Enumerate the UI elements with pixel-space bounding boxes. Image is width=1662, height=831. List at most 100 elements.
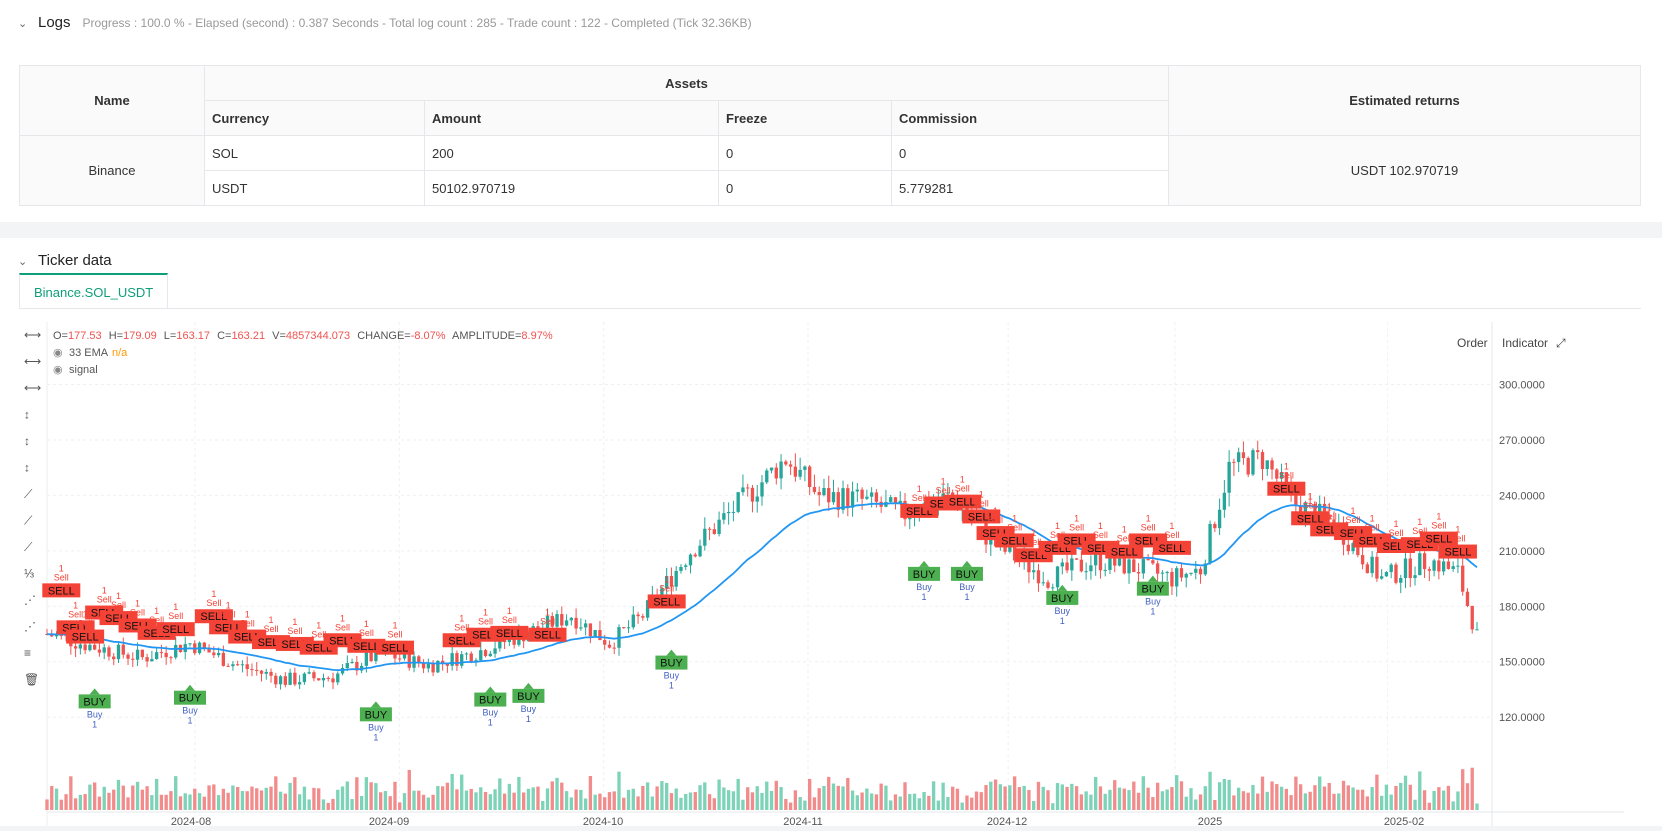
drawing-tool-icon[interactable]: ⟋ — [24, 487, 33, 501]
candle-body — [822, 487, 826, 496]
sell-marker — [347, 638, 386, 653]
logs-header[interactable]: ⌄ Logs Progress : 100.0 % - Elapsed (sec… — [18, 14, 752, 31]
sell-small-label: Sell — [1303, 500, 1318, 510]
candle-body — [216, 652, 221, 656]
cell: 0 — [891, 135, 1169, 171]
volume-bar — [121, 785, 125, 810]
volume-bar — [617, 771, 621, 810]
collapse-caret-icon[interactable]: ⌄ — [18, 256, 28, 268]
indicator-button[interactable]: Indicator — [1496, 332, 1555, 354]
candle-body — [417, 656, 421, 664]
candle-body — [836, 492, 840, 510]
volume-bar — [97, 796, 102, 810]
volume-bar — [116, 779, 121, 810]
drawing-tool-icon[interactable]: ⋰ — [24, 620, 36, 634]
time-tick-label: 2025-02 — [1384, 816, 1424, 826]
ticker-header[interactable]: ⌄ Ticker data — [18, 252, 112, 269]
buy-qty-label: 1 — [526, 714, 531, 724]
candle-body — [703, 528, 707, 546]
volume-bar — [59, 799, 63, 810]
cell: 0 — [718, 135, 892, 171]
collapse-caret-icon[interactable]: ⌄ — [18, 18, 28, 30]
drawing-tool-icon[interactable]: ⅓ — [24, 567, 34, 581]
fullscreen-icon[interactable]: ⤢ — [1550, 332, 1572, 354]
volume-bar — [898, 796, 902, 810]
volume-bar — [421, 794, 426, 810]
volume-bar — [626, 789, 631, 810]
sell-qty-label: 1 — [545, 608, 550, 618]
volume-bar — [259, 790, 264, 810]
candle-body — [641, 616, 645, 618]
drawing-tool-icon[interactable]: ⋰ — [24, 593, 36, 607]
candle-body — [1265, 460, 1269, 470]
chart-area[interactable]: ⟷ ⟷ ⟷ ↕ ↕ ↕ ⟋ ⟋ ⟋ ⅓ ⋰ ⋰ ≡ 🗑 1 Sell SELL 1 Sell SELL 1 Sell SE… — [19, 322, 1624, 828]
sell-small-label: Sell — [1117, 534, 1132, 544]
eye-icon[interactable]: ◉ — [53, 364, 63, 376]
candle-body — [660, 588, 664, 600]
buy-small-label: Buy — [959, 582, 975, 592]
volume-bar — [502, 793, 507, 810]
buy-marker — [174, 690, 206, 705]
sell-marker-label: SELL — [1158, 543, 1185, 555]
volume-bar — [264, 787, 268, 810]
candle-body — [83, 644, 87, 651]
sell-marker — [1152, 540, 1191, 555]
candle-body — [1146, 559, 1150, 561]
buy-marker — [1046, 590, 1079, 605]
drawing-tool-icon[interactable]: ↕ — [24, 461, 30, 475]
candlestick-chart[interactable]: ⟷⟷⟷↕↕↕⟋⟋⟋⅓⋰⋰≡🗑 1SellSELL1SellSELL1SellSE… — [19, 322, 1624, 828]
drawing-tool-icon[interactable]: ⟷ — [24, 381, 41, 395]
candle-body — [1036, 570, 1041, 584]
volume-bar — [1127, 790, 1131, 810]
candle-body — [669, 576, 674, 587]
volume-bar — [1175, 775, 1179, 810]
candle-body — [512, 637, 516, 645]
drawing-tool-icon[interactable]: ⟷ — [24, 355, 41, 369]
buy-arrow-icon — [485, 686, 496, 693]
drawing-tool-icon[interactable]: ≡ — [24, 646, 31, 660]
drawing-tool-icon[interactable]: ⟷ — [24, 328, 41, 342]
volume-bar — [193, 788, 197, 810]
sell-qty-label: 1 — [1055, 521, 1060, 531]
candle-body — [159, 652, 164, 654]
volume-bar — [1379, 795, 1384, 810]
candle-body — [440, 660, 445, 663]
buy-marker-label: BUY — [517, 691, 540, 703]
sell-small-label: Sell — [1164, 530, 1179, 540]
candle-body — [1184, 573, 1188, 578]
volume-bar — [374, 783, 378, 810]
candle-body — [1141, 559, 1146, 574]
price-tick-label: 180.0000 — [1499, 601, 1545, 613]
volume-bar — [893, 794, 898, 810]
candle-body — [1403, 558, 1408, 578]
volume-bar — [550, 781, 554, 810]
candle-body — [1222, 492, 1227, 510]
drawing-tool-icon[interactable]: 🗑 — [24, 673, 39, 687]
volume-bar — [936, 800, 941, 810]
eye-icon[interactable]: ◉ — [53, 347, 63, 359]
volume-bar — [631, 788, 635, 810]
candle-body — [88, 644, 92, 651]
volume-bar — [1122, 788, 1126, 810]
candle-body — [555, 614, 559, 627]
sell-qty-label: 1 — [1169, 521, 1174, 531]
volume-bar — [841, 786, 845, 810]
volume-bar — [850, 790, 855, 810]
sell-qty-label: 1 — [226, 600, 231, 610]
candle-body — [1227, 461, 1231, 493]
candle-body — [688, 554, 693, 566]
drawing-tool-icon[interactable]: ⟋ — [24, 514, 33, 528]
order-button[interactable]: Order — [1451, 332, 1494, 354]
buy-marker — [359, 707, 392, 722]
tab-sol-usdt[interactable]: Binance.SOL_USDT — [19, 273, 169, 309]
sell-qty-label: 1 — [1436, 512, 1441, 522]
volume-bar — [255, 788, 259, 810]
drawing-tool-icon[interactable]: ↕ — [24, 434, 30, 448]
drawing-tool-icon[interactable]: ↕ — [24, 408, 30, 422]
drawing-tool-icon[interactable]: ⟋ — [24, 540, 33, 554]
sell-qty-label: 1 — [173, 602, 178, 612]
candle-body — [812, 487, 817, 493]
sell-marker-label: SELL — [353, 641, 380, 653]
volume-bar — [278, 791, 283, 810]
sell-small-label: Sell — [936, 485, 951, 495]
